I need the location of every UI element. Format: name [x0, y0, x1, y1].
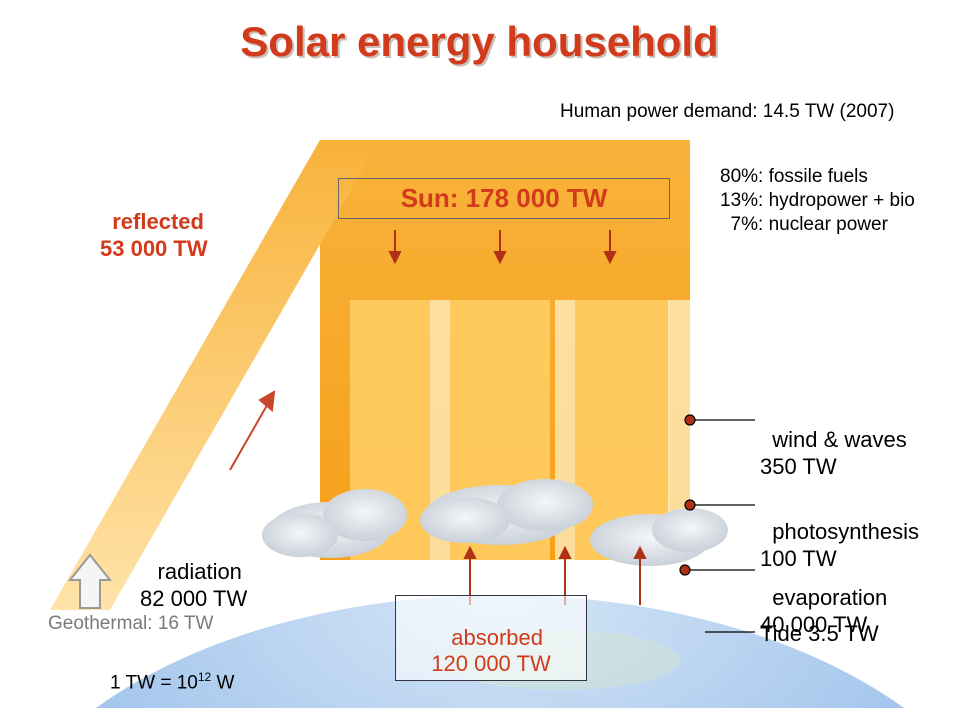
demand-label: Human power demand: 14.5 TW (2007): [560, 100, 929, 124]
reflected-text: reflected 53 000 TW: [100, 209, 208, 262]
footnote-tail: W: [211, 672, 234, 693]
windwaves-label: wind & waves 350 TW: [760, 398, 907, 481]
footnote-exp: 12: [198, 670, 211, 684]
geothermal-label: Geothermal: 16 TW: [48, 612, 213, 636]
sun-label-box: Sun: 178 000 TW: [338, 178, 670, 219]
tide-text: Tide 3.5 TW: [760, 621, 879, 646]
tide-label: Tide 3.5 TW: [760, 620, 879, 648]
windwaves-text: wind & waves 350 TW: [760, 427, 907, 480]
demand-text: Human power demand: 14.5 TW (2007): [560, 101, 894, 122]
footnote-base: 1 TW = 10: [110, 672, 198, 693]
reflected-label: reflected 53 000 TW: [100, 180, 208, 263]
breakdown-line3: 7%: nuclear power: [720, 213, 915, 237]
footnote: 1 TW = 1012 W: [110, 670, 234, 695]
breakdown-block: 80%: fossile fuels 13%: hydropower + bio…: [720, 165, 915, 236]
absorbed-text: absorbed 120 000 TW: [431, 625, 550, 675]
sun-label: Sun: 178 000 TW: [401, 183, 608, 213]
breakdown-line1: 80%: fossile fuels: [720, 165, 915, 189]
radiation-label: radiation 82 000 TW: [140, 530, 247, 613]
geothermal-text: Geothermal: 16 TW: [48, 613, 213, 634]
reflected-up-arrow: [230, 392, 274, 470]
absorbed-box: absorbed 120 000 TW: [395, 595, 587, 681]
radiation-text: radiation 82 000 TW: [140, 559, 247, 612]
breakdown-line2: 13%: hydropower + bio: [720, 189, 915, 213]
